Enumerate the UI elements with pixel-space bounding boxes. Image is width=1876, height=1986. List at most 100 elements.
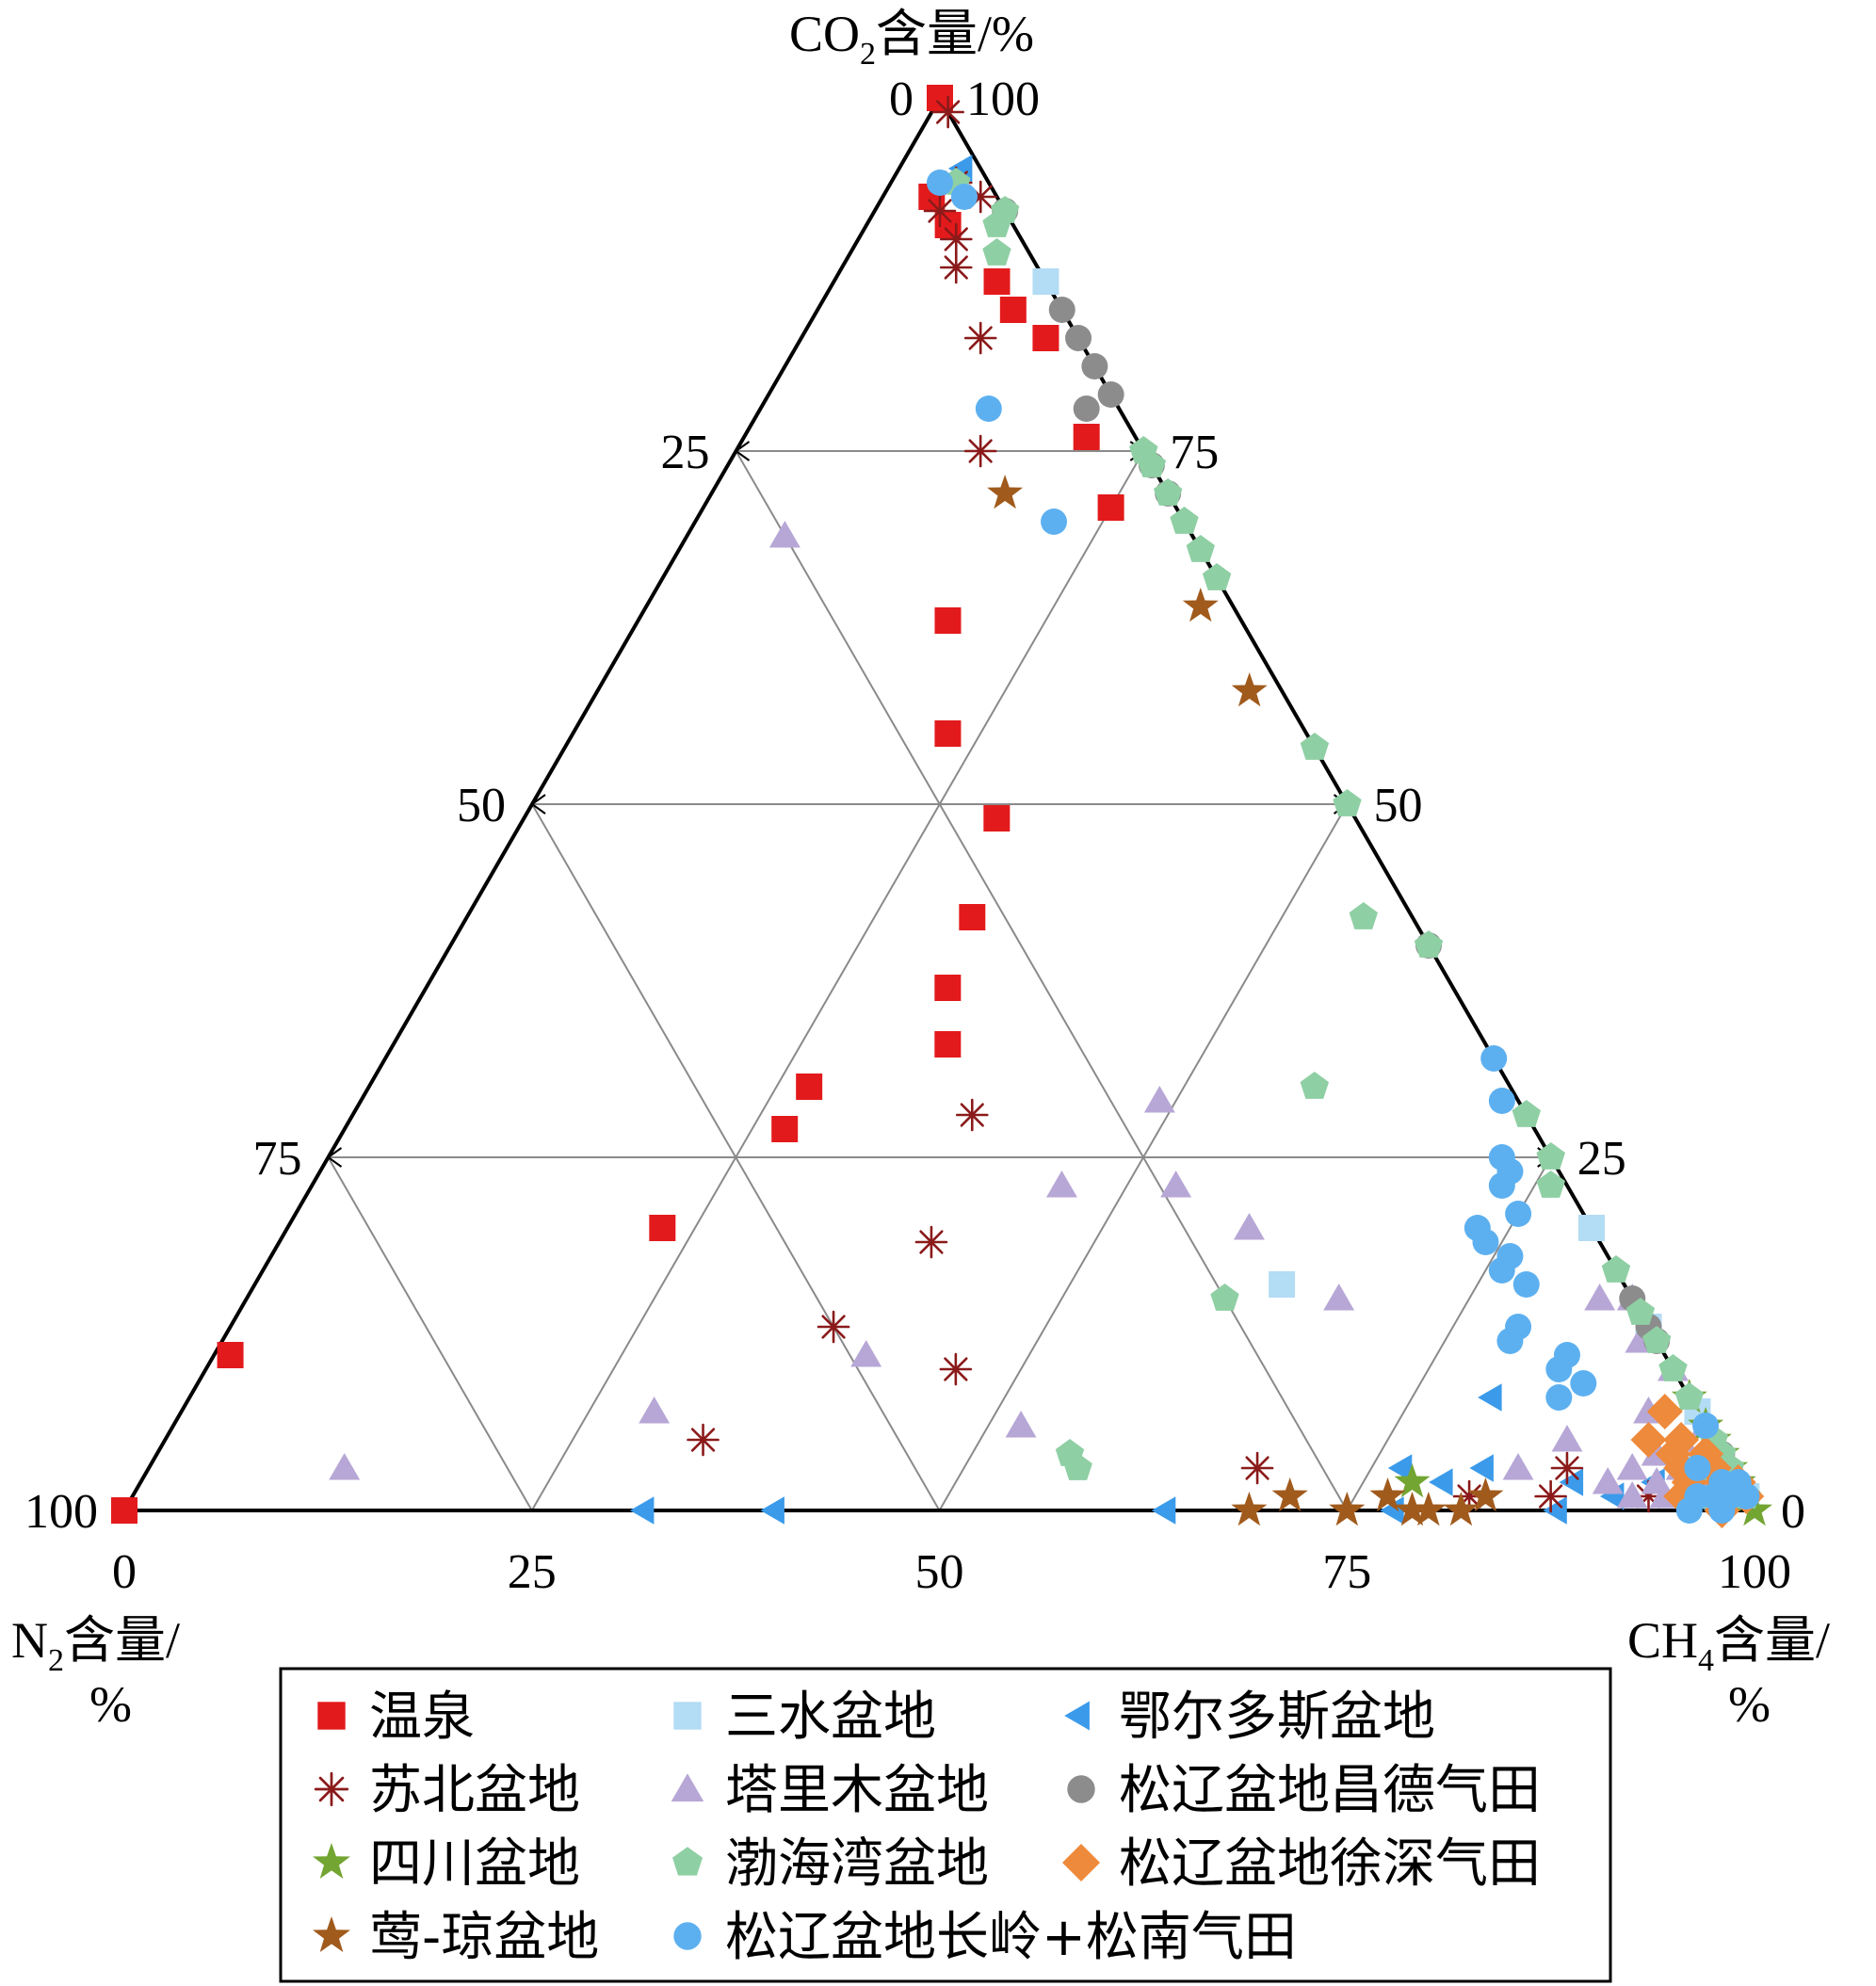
point-s4-4 — [923, 194, 957, 228]
legend-label-10: 莺-琼盆地 — [369, 1907, 599, 1968]
point-s8-20 — [1601, 1255, 1631, 1283]
point-s8-12 — [1333, 789, 1362, 816]
point-s11-2 — [950, 184, 978, 210]
legend-marker-4 — [314, 1771, 349, 1807]
legend-item-5: 塔里木盆地 — [671, 1760, 989, 1821]
tick-label-bottom-1: 25 — [508, 1545, 557, 1599]
point-s5-10 — [1502, 1453, 1534, 1480]
legend-label-9: 松辽盆地徐深气田 — [1119, 1833, 1541, 1895]
tick-mark-left-1 — [734, 441, 751, 461]
point-s8-3 — [982, 210, 1011, 237]
point-s5-6 — [1143, 1086, 1175, 1113]
point-s5-3 — [850, 1340, 882, 1367]
right-axis-title-unit: % — [1728, 1676, 1771, 1733]
point-s8-21 — [1625, 1298, 1656, 1325]
point-s3-4 — [629, 1496, 655, 1525]
point-s4-17 — [1534, 1479, 1567, 1513]
point-s1-16 — [771, 1116, 799, 1142]
legend-marker-8 — [672, 1847, 703, 1876]
point-s5-5 — [1046, 1171, 1077, 1198]
point-s8-26 — [1063, 1453, 1092, 1480]
point-s6-4 — [1097, 381, 1124, 408]
point-s8-14 — [1414, 930, 1444, 958]
point-s9-16 — [1663, 1422, 1700, 1458]
point-s5-26 — [1584, 1284, 1616, 1311]
right-axis-title: CH4含量/ — [1627, 1612, 1830, 1678]
legend-label-3: 鄂尔多斯盆地 — [1119, 1687, 1435, 1748]
tick-label-left-0: 100 — [24, 1485, 98, 1539]
point-s10-2 — [1182, 588, 1219, 622]
point-s11-19 — [1545, 1356, 1573, 1382]
point-s5-30 — [768, 521, 801, 548]
point-s11-1 — [926, 170, 953, 196]
legend-item-4: 苏北盆地 — [314, 1760, 580, 1821]
point-s1-10 — [934, 720, 962, 747]
point-s11-21 — [1545, 1384, 1573, 1411]
point-s11-30 — [1675, 1497, 1703, 1524]
point-s5-11 — [1551, 1425, 1583, 1452]
legend-item-8: 渤海湾盆地 — [672, 1833, 989, 1895]
tick-label-right-0: 0 — [1781, 1485, 1805, 1539]
tick-mark-left-3 — [326, 1147, 343, 1168]
point-s2-8 — [1269, 1271, 1296, 1298]
point-s5-14 — [1616, 1481, 1648, 1509]
point-s6-3 — [1081, 353, 1108, 379]
point-s1-15 — [796, 1074, 823, 1100]
point-s4-11 — [817, 1310, 850, 1344]
top-axis-title: CO2含量/% — [789, 6, 1034, 72]
point-s3-15 — [1543, 1496, 1567, 1525]
point-s1-4 — [983, 268, 1011, 295]
point-s3-8 — [1387, 1454, 1413, 1482]
point-s4-14 — [1240, 1451, 1274, 1485]
point-s1-14 — [934, 1031, 962, 1058]
point-s2-1 — [1032, 268, 1059, 295]
ternary-grid — [327, 450, 1552, 1511]
legend-marker-9 — [1062, 1844, 1100, 1881]
left-axis-title-unit: % — [89, 1676, 132, 1733]
point-s3-6 — [1429, 1468, 1453, 1496]
legend-label-7: 四川盆地 — [369, 1833, 580, 1895]
tick-label-right-1: 25 — [1577, 1132, 1626, 1186]
point-s11-6 — [1488, 1088, 1515, 1114]
legend-marker-6 — [1067, 1775, 1095, 1803]
point-s8-16 — [1512, 1100, 1541, 1127]
point-s11-10 — [1505, 1201, 1532, 1227]
tick-label-left-4: 0 — [889, 73, 914, 126]
series-11 — [926, 170, 1760, 1524]
point-s10-3 — [1231, 672, 1268, 707]
legend-label-6: 松辽盆地昌德气田 — [1119, 1760, 1541, 1821]
point-s1-5 — [999, 297, 1027, 323]
legend-item-7: 四川盆地 — [313, 1833, 580, 1895]
point-s8-17 — [1536, 1142, 1565, 1170]
tick-label-right-4: 100 — [966, 73, 1040, 126]
point-s5-29 — [1592, 1467, 1624, 1494]
point-s6-1 — [1048, 297, 1075, 323]
point-s1-17 — [649, 1215, 676, 1241]
point-s11-17 — [1496, 1328, 1524, 1354]
series-3 — [629, 154, 1722, 1525]
grid-line-n2-1 — [327, 1156, 533, 1511]
point-s4-9 — [914, 1225, 948, 1259]
point-s1-7 — [1073, 424, 1100, 450]
point-s5-1 — [329, 1453, 361, 1480]
point-s8-5 — [1154, 478, 1183, 506]
point-s11-12 — [1472, 1229, 1499, 1255]
point-s11-31 — [1708, 1497, 1736, 1524]
point-s10-5 — [1271, 1477, 1308, 1512]
tick-label-bottom-2: 50 — [915, 1545, 964, 1599]
legend-label-4: 苏北盆地 — [369, 1760, 580, 1821]
point-s10-6 — [1329, 1492, 1366, 1526]
tick-label-bottom-0: 0 — [112, 1545, 137, 1599]
point-s8-4 — [982, 238, 1011, 266]
legend-item-1: 温泉 — [317, 1687, 475, 1748]
legend-item-9: 松辽盆地徐深气田 — [1062, 1833, 1541, 1895]
legend-label-1: 温泉 — [369, 1687, 475, 1748]
point-s2-2 — [1578, 1215, 1605, 1241]
point-s11-22 — [1692, 1413, 1720, 1439]
point-s8-23 — [1658, 1354, 1688, 1381]
point-s5-8 — [1234, 1213, 1265, 1240]
legend-label-8: 渤海湾盆地 — [725, 1833, 989, 1895]
point-s9-1 — [1646, 1394, 1683, 1429]
point-s1-13 — [934, 975, 962, 1001]
